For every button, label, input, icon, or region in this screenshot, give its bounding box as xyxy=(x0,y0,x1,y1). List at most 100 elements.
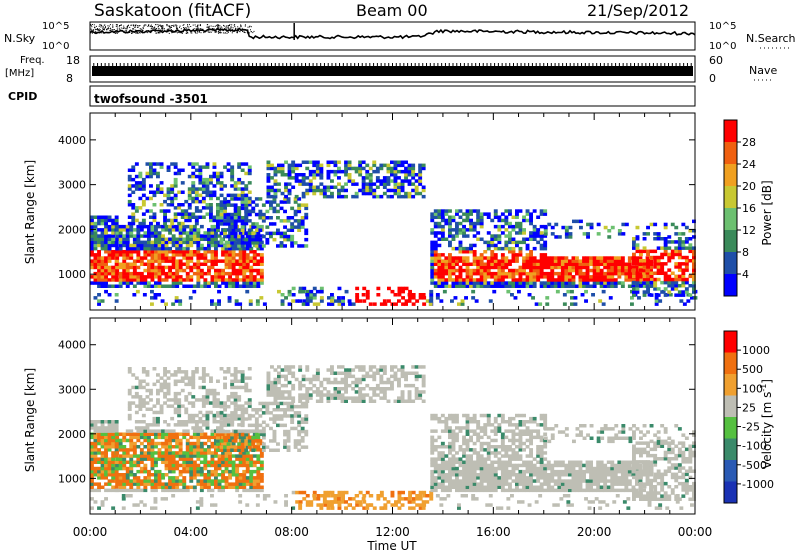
range-gate-cell xyxy=(430,253,435,257)
range-gate-cell xyxy=(205,388,210,393)
range-gate-cell xyxy=(135,289,140,294)
range-gate-cell xyxy=(115,438,120,443)
nsearch-dot xyxy=(214,30,216,31)
range-gate-cell xyxy=(632,262,636,266)
range-gate-cell xyxy=(125,284,130,288)
range-gate-cell xyxy=(515,224,519,229)
range-gate-cell xyxy=(93,246,98,251)
range-gate-cell xyxy=(238,271,243,276)
range-gate-cell xyxy=(149,215,153,219)
range-gate-cell xyxy=(472,209,477,213)
range-gate-cell xyxy=(164,246,169,251)
range-gate-cell xyxy=(178,234,183,238)
range-gate-cell xyxy=(269,206,273,211)
range-gate-cell xyxy=(334,299,338,303)
range-gate-cell xyxy=(462,268,466,273)
range-gate-cell xyxy=(90,275,94,279)
range-gate-cell xyxy=(216,171,220,176)
nsearch-dot xyxy=(203,30,205,32)
range-gate-cell xyxy=(90,240,94,245)
range-gate-cell xyxy=(631,265,636,270)
range-gate-cell xyxy=(192,240,197,245)
range-gate-cell xyxy=(300,216,305,220)
range-gate-cell xyxy=(269,411,273,415)
range-gate-cell xyxy=(383,302,388,306)
nsearch-dot xyxy=(158,28,160,30)
range-gate-cell xyxy=(233,212,238,216)
range-gate-cell xyxy=(437,237,442,241)
range-gate-cell xyxy=(180,181,185,185)
nsearch-dot xyxy=(247,29,249,31)
range-gate-cell xyxy=(100,240,105,245)
range-gate-cell xyxy=(568,271,572,276)
range-gate-cell xyxy=(201,385,206,390)
range-gate-cell xyxy=(173,391,178,396)
range-gate-cell xyxy=(209,196,213,201)
range-gate-cell xyxy=(251,439,256,443)
range-gate-cell xyxy=(283,237,287,242)
range-gate-cell xyxy=(635,243,640,247)
range-gate-cell xyxy=(259,466,264,471)
range-gate-cell xyxy=(187,174,192,179)
range-gate-cell xyxy=(122,237,127,241)
range-gate-cell xyxy=(284,194,288,199)
range-gate-cell xyxy=(237,385,242,390)
range-gate-cell xyxy=(547,222,552,227)
range-gate-cell xyxy=(107,420,112,424)
range-gate-cell xyxy=(111,271,116,276)
range-gate-cell xyxy=(233,376,238,380)
range-gate-cell xyxy=(228,262,232,266)
range-gate-cell xyxy=(171,228,176,232)
range-gate-cell xyxy=(97,221,101,226)
range-gate-cell xyxy=(684,277,689,282)
range-gate-cell xyxy=(294,163,299,168)
range-gate-cell xyxy=(240,162,245,166)
nsearch-dot xyxy=(193,29,195,31)
range-gate-cell xyxy=(184,420,189,424)
range-gate-cell xyxy=(118,441,123,446)
range-gate-cell xyxy=(166,193,171,198)
range-gate-cell xyxy=(589,225,594,230)
range-gate-cell xyxy=(191,370,196,374)
nsearch-dot xyxy=(226,32,228,34)
range-gate-cell xyxy=(111,231,116,235)
range-gate-cell xyxy=(185,240,190,245)
range-gate-cell xyxy=(127,203,132,207)
range-gate-cell xyxy=(326,163,331,168)
range-gate-cell xyxy=(677,255,682,260)
range-gate-cell xyxy=(451,268,456,273)
range-gate-cell xyxy=(235,457,240,461)
range-gate-cell xyxy=(161,482,165,486)
range-gate-cell xyxy=(252,485,257,489)
range-gate-cell xyxy=(168,451,172,455)
range-gate-cell xyxy=(168,429,172,433)
range-gate-cell xyxy=(223,404,227,408)
range-gate-cell xyxy=(118,476,123,480)
range-gate-cell xyxy=(210,463,215,468)
range-gate-cell xyxy=(104,275,108,279)
range-gate-cell xyxy=(177,190,182,194)
range-gate-cell xyxy=(209,193,213,198)
range-gate-cell xyxy=(330,160,334,164)
range-gate-cell xyxy=(192,237,197,241)
range-gate-cell xyxy=(654,296,659,300)
range-gate-cell xyxy=(302,286,307,291)
range-gate-cell xyxy=(228,237,232,241)
range-gate-cell xyxy=(663,277,668,282)
range-gate-cell xyxy=(654,299,659,303)
range-gate-cell xyxy=(663,222,668,227)
range-gate-cell xyxy=(191,190,196,194)
range-gate-cell xyxy=(131,401,136,405)
nsearch-dot xyxy=(242,30,243,32)
range-gate-cell xyxy=(150,246,155,251)
nsearch-dot xyxy=(176,27,178,29)
range-gate-cell xyxy=(649,280,654,285)
range-gate-cell xyxy=(607,229,612,233)
range-gate-cell xyxy=(256,253,261,257)
range-gate-cell xyxy=(210,299,214,303)
nsearch-dot xyxy=(94,26,96,28)
range-gate-cell xyxy=(184,370,189,374)
nsearch-dot xyxy=(190,32,192,34)
range-gate-cell xyxy=(387,286,391,291)
range-gate-cell xyxy=(249,281,254,285)
